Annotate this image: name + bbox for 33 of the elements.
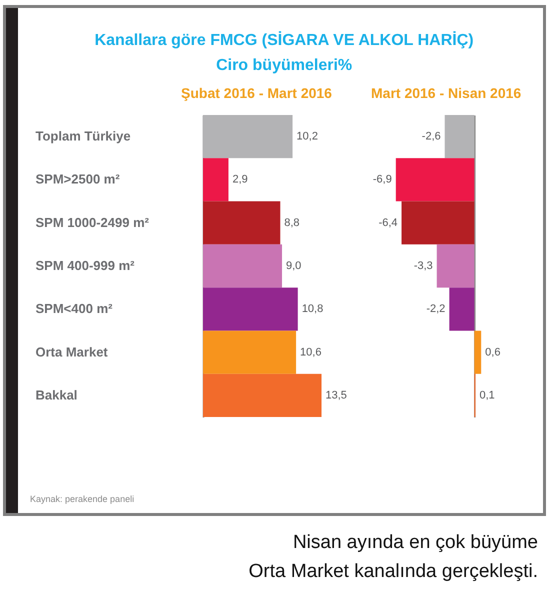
bar <box>203 374 322 417</box>
y-tick-label: SPM 400-999 m² <box>36 258 136 273</box>
data-label: -2,6 <box>422 130 441 143</box>
y-tick-label: Bakkal <box>36 387 78 402</box>
bar <box>203 330 296 374</box>
data-label: -2,2 <box>426 303 446 316</box>
data-label: 2,9 <box>232 174 248 186</box>
data-label: 10,8 <box>302 303 324 316</box>
chart-subtitle: Şubat 2016 - Mart 2016 <box>181 85 332 101</box>
data-label: 10,6 <box>300 346 322 358</box>
text: Nisan ayında en çok büyüme Orta Market kanalında gerçekleşti. <box>248 531 538 584</box>
bar <box>203 244 282 288</box>
data-label: -6,4 <box>378 216 398 229</box>
y-tick-label: SPM 1000-2499 m² <box>36 214 150 230</box>
bar <box>203 201 280 244</box>
data-label: 0,6 <box>485 346 500 358</box>
bar <box>203 115 293 158</box>
data-label: 0,1 <box>479 389 495 402</box>
text: Kaynak: perakende paneli <box>30 494 134 504</box>
bar <box>203 158 228 202</box>
y-tick-label: Orta Market <box>36 344 108 360</box>
data-label: 10,2 <box>296 130 318 143</box>
data-label: -6,9 <box>372 174 392 186</box>
y-tick-label: SPM<400 m² <box>36 301 114 316</box>
bar <box>203 288 298 331</box>
y-tick-label: Toplam Türkiye <box>36 128 131 144</box>
chart-title: Kanallara göre FMCG (SİGARA VE ALKOL HARİÇ) Ciro büyümeleri% <box>94 31 474 74</box>
data-label: 8,8 <box>284 216 300 229</box>
y-tick-label: SPM>2500 m² <box>36 172 120 187</box>
chart-subtitle: Mart 2016 - Nisan 2016 <box>371 85 522 101</box>
data-label: 13,5 <box>326 389 347 402</box>
data-label: 9,0 <box>286 260 302 272</box>
data-label: -3,3 <box>414 260 433 272</box>
